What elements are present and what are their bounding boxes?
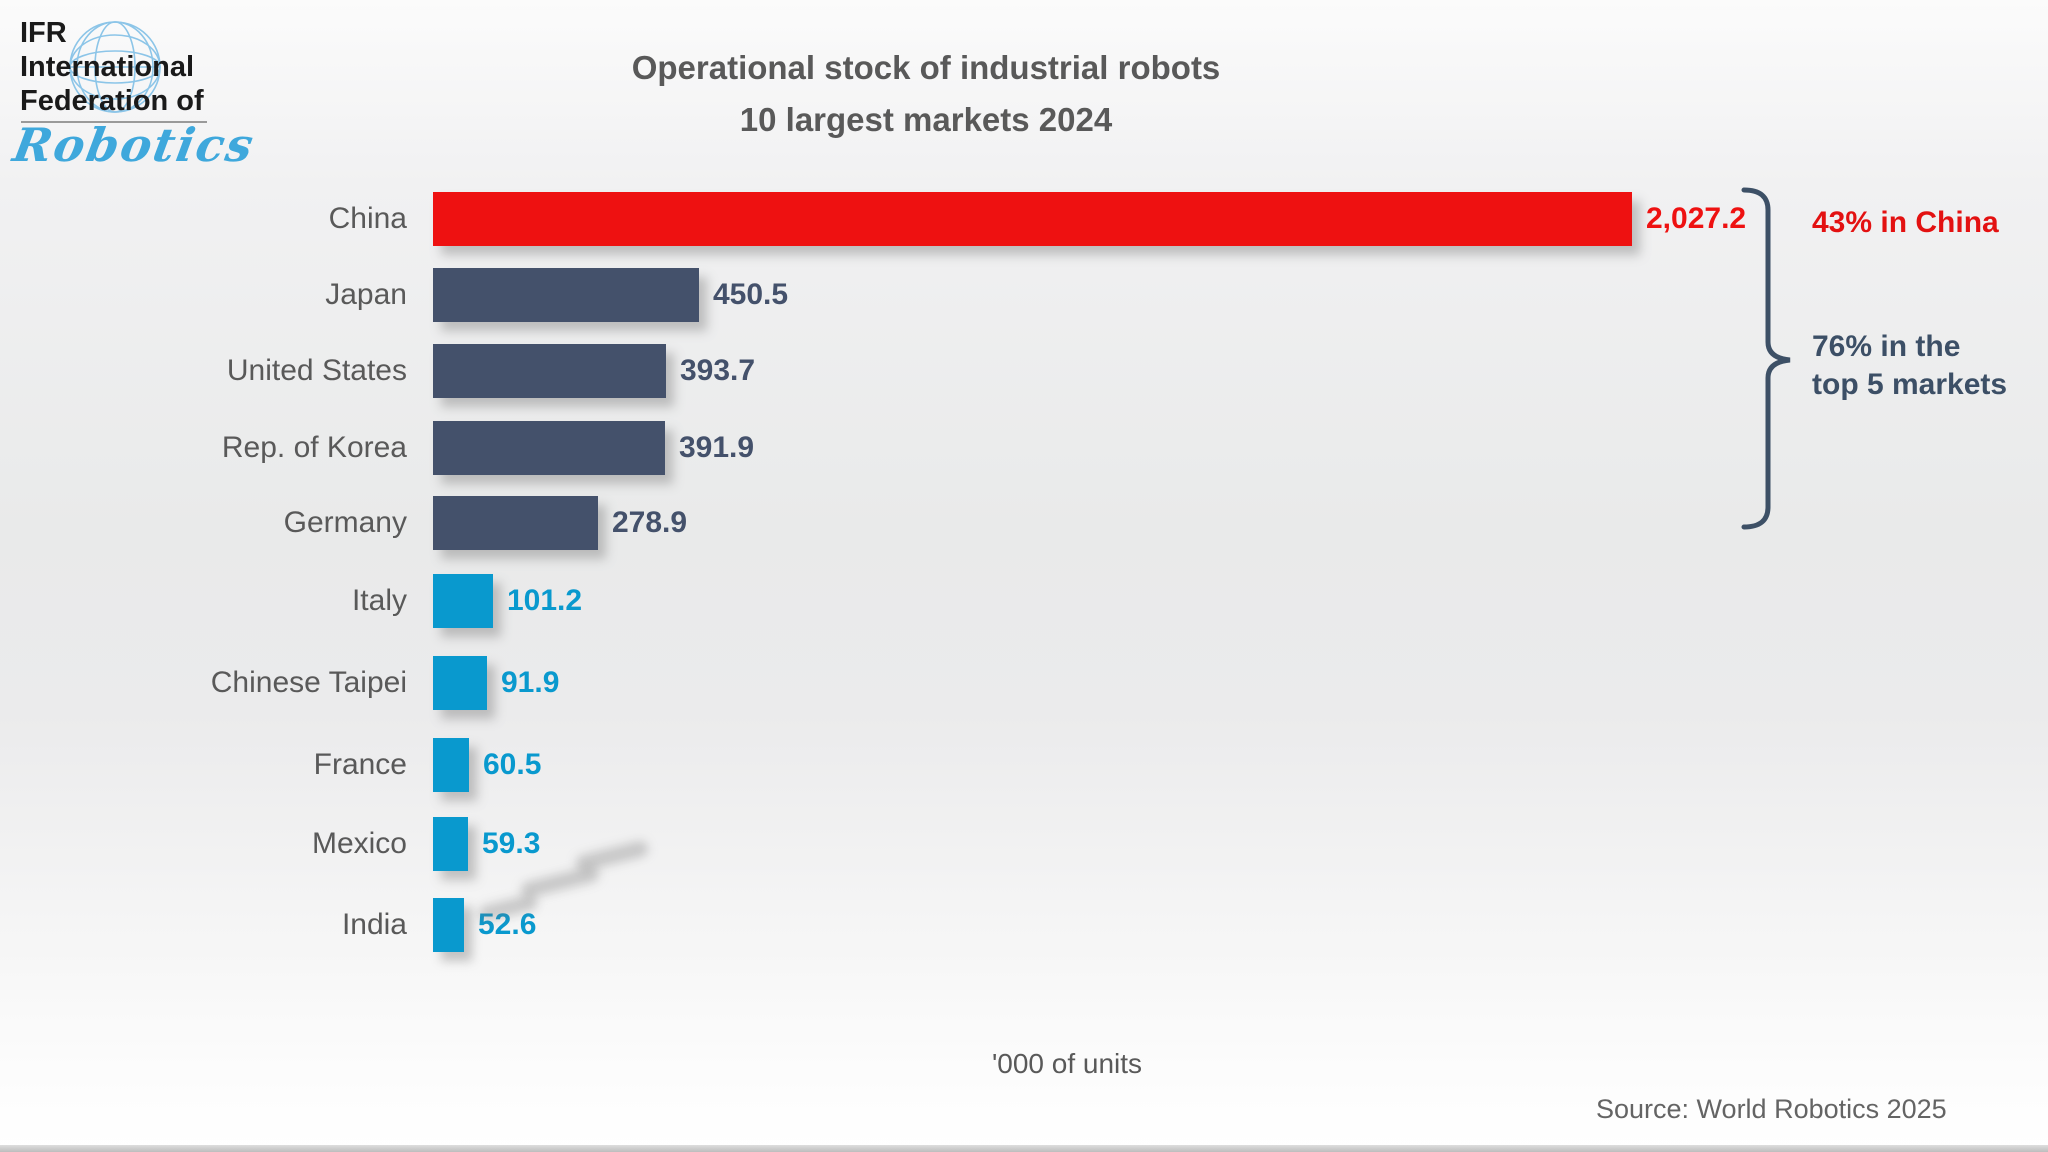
chart-row: France 60.5 bbox=[0, 737, 2048, 793]
chart-row: Italy 101.2 bbox=[0, 573, 2048, 629]
category-label: United States bbox=[226, 354, 407, 387]
bar-rep-of-korea bbox=[433, 421, 665, 475]
category-label: Chinese Taipei bbox=[210, 666, 407, 699]
chart-title: Operational stock of industrial robots 1… bbox=[632, 42, 1221, 146]
bar-china bbox=[433, 192, 1632, 246]
value-label: 450.5 bbox=[713, 278, 789, 311]
bar-mexico bbox=[433, 817, 468, 871]
chart-row: United States 393.7 bbox=[0, 343, 2048, 399]
logo-underline bbox=[21, 121, 207, 123]
chart-row: China 2,027.2 bbox=[0, 191, 2048, 247]
bar-chinese-taipei bbox=[433, 656, 487, 710]
value-label: 2,027.2 bbox=[1646, 202, 1747, 235]
value-label: 60.5 bbox=[483, 748, 542, 781]
category-label: India bbox=[341, 908, 407, 941]
chart-title-line1: Operational stock of industrial robots bbox=[631, 49, 1221, 86]
bar-india bbox=[433, 898, 464, 952]
value-label: 393.7 bbox=[680, 354, 756, 387]
logo-text: IFR International Federation of bbox=[20, 16, 204, 118]
value-label: 52.6 bbox=[478, 908, 537, 941]
chart-row: Mexico 59.3 bbox=[0, 816, 2048, 872]
annotation-top5-line1: 76% in the bbox=[1812, 330, 1961, 363]
axis-units-label: '000 of units bbox=[991, 1048, 1143, 1079]
bottom-edge-divider bbox=[0, 1145, 2048, 1152]
category-label: France bbox=[313, 748, 407, 781]
globe-icon bbox=[69, 21, 161, 113]
bar-italy bbox=[433, 574, 493, 628]
chart-row: Japan 450.5 bbox=[0, 267, 2048, 323]
category-label: Mexico bbox=[311, 827, 407, 860]
top5-brace-icon bbox=[1741, 187, 1791, 530]
annotation-china-share: 43% in China bbox=[1812, 206, 1999, 239]
chart-title-line2: 10 largest markets 2024 bbox=[739, 101, 1113, 138]
value-label: 91.9 bbox=[501, 666, 560, 699]
category-label: Germany bbox=[283, 506, 407, 539]
value-label: 278.9 bbox=[612, 506, 688, 539]
annotation-top5-line2: top 5 markets bbox=[1812, 368, 2008, 401]
bar-japan bbox=[433, 268, 699, 322]
value-label: 101.2 bbox=[507, 584, 583, 617]
value-label: 391.9 bbox=[679, 431, 755, 464]
value-label: 59.3 bbox=[482, 827, 541, 860]
category-label: China bbox=[328, 202, 407, 235]
source-label: Source: World Robotics 2025 bbox=[1596, 1094, 1947, 1124]
chart-row: Germany 278.9 bbox=[0, 495, 2048, 551]
bar-united-states bbox=[433, 344, 666, 398]
chart-row: India 52.6 bbox=[0, 897, 2048, 953]
category-label: Japan bbox=[325, 278, 407, 311]
logo-line-international: International bbox=[20, 51, 195, 83]
bar-germany bbox=[433, 496, 598, 550]
logo-line-federation: Federation of bbox=[20, 85, 204, 117]
category-label: Italy bbox=[351, 584, 407, 617]
bar-france bbox=[433, 738, 469, 792]
chart-row: Rep. of Korea 391.9 bbox=[0, 420, 2048, 476]
logo-line-ifr: IFR bbox=[20, 17, 67, 49]
chart-row: Chinese Taipei 91.9 bbox=[0, 655, 2048, 711]
category-label: Rep. of Korea bbox=[221, 431, 407, 464]
annotation-top5-share: 76% in the top 5 markets bbox=[1812, 328, 2007, 404]
